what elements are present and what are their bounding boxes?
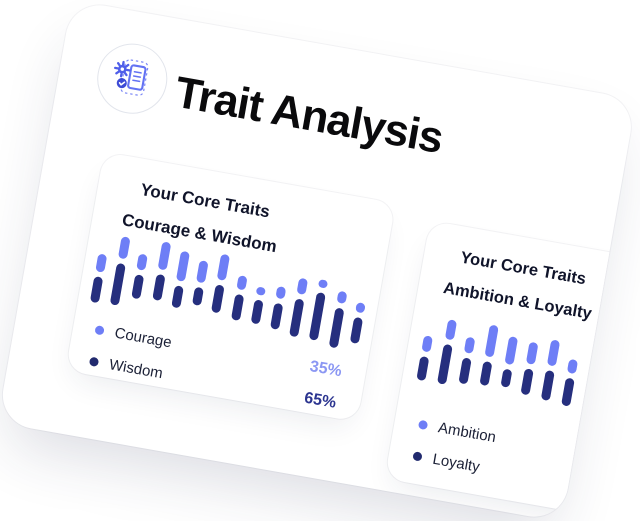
legend-dot-wisdom xyxy=(88,356,100,367)
bar-courage xyxy=(95,253,108,273)
chart-column xyxy=(479,324,499,387)
trait-card-courage-wisdom: Your Core Traits Courage & Wisdom Courag… xyxy=(65,151,396,422)
bar-ambition xyxy=(546,339,561,367)
bar-ambition xyxy=(444,319,458,341)
bar-loyalty xyxy=(601,384,617,420)
bar-wisdom xyxy=(192,286,205,307)
legend-label: Loyalty xyxy=(431,450,482,476)
bar-wisdom xyxy=(171,285,184,309)
chart-column xyxy=(328,290,348,349)
chart-column xyxy=(520,341,539,396)
bar-courage xyxy=(136,253,149,271)
bar-courage xyxy=(296,277,309,296)
bar-courage xyxy=(196,260,209,284)
chart-column xyxy=(109,236,131,306)
bar-loyalty xyxy=(540,369,555,402)
bar-ambition xyxy=(463,336,476,354)
bar-loyalty xyxy=(581,385,595,411)
bar-wisdom xyxy=(151,273,166,301)
legend-label: Courage xyxy=(113,324,174,351)
bar-loyalty xyxy=(458,357,472,385)
chart-column xyxy=(211,253,231,314)
bar-ambition xyxy=(608,368,620,382)
chart-column xyxy=(230,275,248,321)
bar-wisdom xyxy=(89,276,104,304)
chart-column xyxy=(289,277,309,338)
bar-courage xyxy=(336,290,348,305)
percentage-value-wisdom: 65% xyxy=(302,389,338,412)
chart-column xyxy=(269,286,287,330)
chart-column xyxy=(171,250,190,309)
bar-courage xyxy=(157,241,171,271)
bar-wisdom xyxy=(211,284,225,314)
bar-courage xyxy=(318,279,329,289)
bar-courage xyxy=(354,302,366,314)
legend-dot-courage xyxy=(94,324,105,336)
legend-dot-ambition xyxy=(417,419,429,430)
chart-column xyxy=(500,336,519,388)
analysis-gear-document-icon xyxy=(108,54,157,103)
legend-label: Ambition xyxy=(436,418,498,446)
percentage-list: 35% 65% xyxy=(302,351,345,420)
chart-column xyxy=(437,319,458,385)
bar-wisdom xyxy=(289,298,305,338)
chart-column xyxy=(458,336,476,385)
trait-card-ambition-loyalty: Your Core Traits Ambition & Loyalty Ambi… xyxy=(384,220,637,521)
bar-courage xyxy=(275,286,287,300)
bar-wisdom xyxy=(269,302,284,330)
chart-column xyxy=(581,370,598,411)
bar-wisdom xyxy=(109,262,127,306)
bar-wisdom xyxy=(250,299,264,325)
bar-courage xyxy=(175,250,190,282)
chart-column xyxy=(349,302,366,344)
bar-loyalty xyxy=(479,360,493,387)
bar-courage xyxy=(216,253,231,281)
legend-dot-loyalty xyxy=(412,450,423,462)
chart-column xyxy=(561,358,579,407)
chart-column xyxy=(250,286,266,325)
chart-column xyxy=(309,279,329,341)
chart-legend: Ambition Loyalty xyxy=(410,408,498,485)
chart-column xyxy=(131,253,149,300)
chart-column xyxy=(540,339,561,402)
bar-wisdom xyxy=(309,292,327,341)
bar-ambition xyxy=(566,358,579,375)
bar-wisdom xyxy=(328,307,345,349)
bar-wisdom xyxy=(349,316,363,344)
chart-column xyxy=(89,253,108,304)
bar-wisdom xyxy=(230,293,244,321)
page-title: Trait Analysis xyxy=(171,67,447,163)
bar-wisdom xyxy=(131,274,145,300)
bar-loyalty xyxy=(437,343,453,385)
legend-label: Wisdom xyxy=(107,355,165,382)
bar-ambition xyxy=(504,336,519,366)
header-icon-badge xyxy=(91,38,173,120)
bar-loyalty xyxy=(500,368,513,388)
bar-loyalty xyxy=(561,377,575,407)
chart-column xyxy=(416,335,433,382)
bar-courage xyxy=(255,286,266,296)
bar-ambition xyxy=(484,324,499,358)
bar-courage xyxy=(118,236,131,260)
chart-column xyxy=(151,241,171,301)
bar-loyalty xyxy=(520,368,534,396)
chart-column xyxy=(192,260,209,307)
chart-legend: Courage Wisdom xyxy=(87,313,174,389)
bar-ambition xyxy=(421,335,433,353)
chart-column xyxy=(601,368,620,420)
bar-loyalty xyxy=(416,355,430,382)
bar-ambition xyxy=(586,370,598,382)
bar-courage xyxy=(235,275,248,291)
bar-ambition xyxy=(525,341,539,365)
